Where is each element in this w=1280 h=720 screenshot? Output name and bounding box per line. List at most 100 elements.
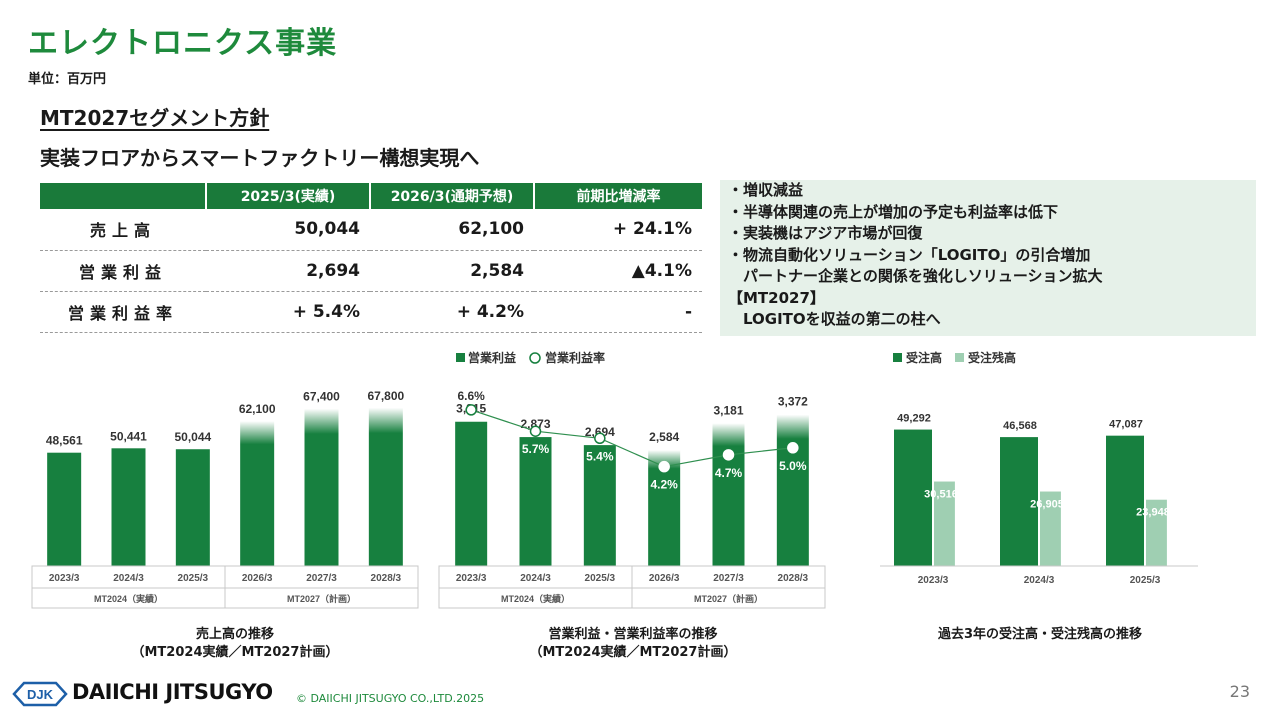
backlog-value-label: 23,948	[1136, 507, 1170, 519]
orders-bar	[894, 429, 932, 566]
x-tick-label: 2025/3	[585, 573, 616, 584]
caption-line: 過去3年の受注高・受注残高の推移	[937, 627, 1143, 642]
x-tick-label: 2025/3	[178, 573, 209, 584]
margin-value-label: 6.6%	[457, 389, 485, 403]
bullet-line: ・増収減益	[728, 181, 804, 199]
legend-label: 受注残高	[968, 350, 1016, 365]
bullet-line: ・物流自動化ソリューション「LOGITO」の引合増加	[728, 245, 1091, 264]
orders-chart-caption: 過去3年の受注高・受注残高の推移	[880, 626, 1200, 644]
table-row: 売上高 50,044 62,100 + 24.1%	[40, 209, 702, 251]
cell-value: + 24.1%	[534, 209, 702, 251]
x-tick-label: 2026/3	[649, 573, 680, 584]
x-tick-label: 2024/3	[520, 573, 551, 584]
profit-value-label: 2,584	[649, 430, 679, 444]
orders-bar	[1106, 435, 1144, 566]
sales-value-label: 48,561	[46, 434, 83, 448]
cell-value: 2,694	[206, 250, 370, 292]
cell-value: 50,044	[206, 209, 370, 251]
page-title: エレクトロニクス事業	[28, 26, 338, 61]
profit-value-label: 2,873	[520, 417, 550, 431]
page-number: 23	[1229, 682, 1250, 701]
bullet-line: ・半導体関連の売上が増加の予定も利益率は低下	[728, 202, 1059, 221]
margin-point	[722, 449, 735, 461]
sales-bar	[47, 452, 82, 566]
caption-line: （MT2024実績／MT2027計画）	[529, 645, 737, 660]
x-tick-label: 2024/3	[113, 573, 144, 584]
sales-bar	[240, 421, 275, 566]
cell-value: + 4.2%	[370, 291, 534, 333]
margin-value-label: 4.2%	[650, 478, 678, 492]
legend-swatch-orders	[893, 353, 902, 362]
sales-value-label: 62,100	[239, 402, 276, 416]
legend-swatch-backlog	[955, 353, 964, 362]
x-tick-label: 2027/3	[713, 573, 744, 584]
x-tick-label: 2023/3	[456, 573, 487, 584]
group-label: MT2027（計画）	[287, 593, 356, 604]
sales-value-label: 50,044	[174, 430, 211, 444]
sales-value-label: 67,400	[303, 390, 340, 404]
summary-bullets: ・増収減益 ・半導体関連の売上が増加の予定も利益率は低下 ・実装機はアジア市場が…	[720, 180, 1256, 336]
table-row: 営業利益 2,694 2,584 ▲4.1%	[40, 250, 702, 292]
orders-value-label: 47,087	[1109, 419, 1143, 431]
bullet-line: パートナー企業との関係を強化しソリューション拡大	[728, 267, 1103, 285]
backlog-bar	[934, 481, 955, 566]
x-tick-label: 2028/3	[778, 573, 809, 584]
sales-bar	[368, 407, 403, 566]
margin-point	[594, 432, 606, 445]
profit-bar	[519, 437, 552, 566]
table-header-cell: 2025/3(実績)	[206, 183, 371, 209]
table-row: 営業利益率 + 5.4% + 4.2% -	[40, 291, 702, 333]
margin-point	[787, 442, 799, 454]
policy-title: MT2027セグメント方針	[40, 106, 270, 130]
summary-table: 2025/3(実績) 2026/3(通期予想) 前期比増減率 売上高 50,04…	[40, 183, 702, 333]
legend-label: 営業利益	[468, 350, 516, 365]
legend-swatch-line	[529, 352, 541, 364]
profit-chart-caption: 営業利益・営業利益率の推移 （MT2024実績／MT2027計画）	[478, 626, 788, 662]
bullet-line: ・実装機はアジア市場が回復	[728, 224, 923, 242]
profit-bar	[455, 421, 488, 566]
unit-label: 単位：百万円	[28, 72, 107, 87]
orders-value-label: 49,292	[897, 413, 931, 425]
copyright: © DAIICHI JITSUGYO CO.,LTD.2025	[296, 692, 485, 705]
bullet-line: LOGITOを収益の第二の柱へ	[728, 310, 941, 328]
table-header-row: 2025/3(実績) 2026/3(通期予想) 前期比増減率	[40, 183, 702, 209]
cell-value: 62,100	[370, 209, 534, 251]
profit-bar	[712, 423, 745, 566]
cell-value: ▲4.1%	[534, 250, 702, 292]
orders-bar	[1000, 437, 1038, 566]
backlog-bar	[1040, 491, 1061, 566]
caption-line: 営業利益・営業利益率の推移	[548, 627, 718, 642]
table-header-cell	[40, 183, 207, 209]
sales-chart-caption: 売上高の推移 （MT2024実績／MT2027計画）	[80, 626, 390, 662]
sales-bar	[111, 448, 146, 566]
margin-point	[465, 404, 477, 416]
profit-bar	[583, 445, 616, 566]
x-tick-label: 2023/3	[49, 573, 80, 584]
cell-value: -	[534, 291, 702, 333]
row-label: 売上高	[40, 209, 206, 251]
x-tick-label: 2028/3	[371, 573, 402, 584]
margin-line	[470, 409, 793, 468]
margin-value-label: 5.0%	[779, 459, 807, 473]
profit-value-label: 3,372	[778, 395, 808, 409]
x-tick-label: 2025/3	[1130, 575, 1161, 586]
margin-value-label: 5.7%	[522, 442, 550, 456]
sales-bar	[304, 408, 339, 566]
legend-label: 営業利益率	[545, 350, 605, 365]
logo-text: DJK	[27, 687, 54, 702]
sales-value-label: 50,441	[110, 429, 147, 443]
policy-subtitle: 実装フロアからスマートファクトリー構想実現へ	[40, 146, 480, 170]
legend-label: 受注高	[906, 350, 942, 365]
row-label: 営業利益率	[40, 291, 206, 333]
sales-bar	[175, 449, 210, 566]
margin-value-label: 4.7%	[715, 466, 743, 480]
profit-value-label: 2,694	[585, 425, 615, 439]
margin-point	[658, 460, 670, 473]
x-tick-label: 2026/3	[242, 573, 273, 584]
x-tick-label: 2027/3	[306, 573, 337, 584]
x-tick-label: 2023/3	[918, 575, 949, 586]
profit-bar	[776, 414, 809, 566]
table-header-cell: 2026/3(通期予想)	[370, 183, 535, 209]
backlog-value-label: 26,905	[1030, 499, 1064, 511]
